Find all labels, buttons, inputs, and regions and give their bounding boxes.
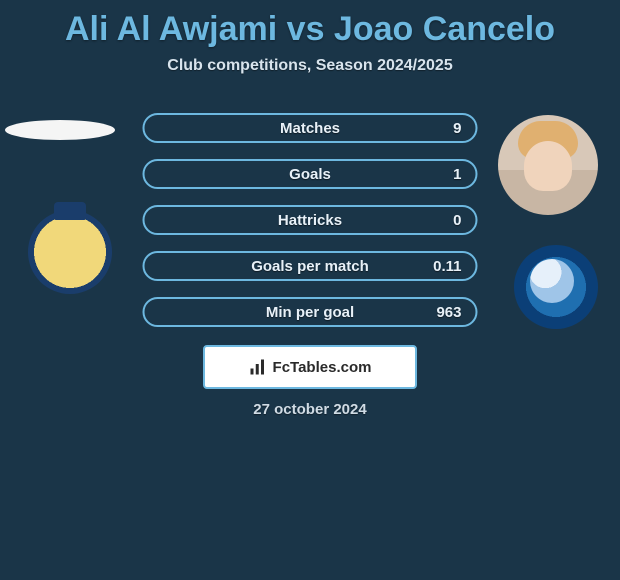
stat-row: Min per goal 963 — [143, 297, 478, 327]
stat-label: Matches — [280, 120, 340, 137]
brand-box: FcTables.com — [203, 345, 417, 389]
stat-value-right: 963 — [436, 304, 461, 321]
stat-value-right: 0.11 — [433, 258, 461, 275]
stat-row: Hattricks 0 — [143, 205, 478, 235]
club-badge-left — [28, 210, 112, 294]
stat-label: Goals per match — [251, 258, 369, 275]
page-title: Ali Al Awjami vs Joao Cancelo — [0, 0, 620, 49]
brand-label: FcTables.com — [273, 359, 372, 376]
stat-value-right: 9 — [453, 120, 461, 137]
stat-label: Goals — [289, 166, 331, 183]
stat-row: Goals 1 — [143, 159, 478, 189]
page-subtitle: Club competitions, Season 2024/2025 — [0, 57, 620, 75]
stat-row: Goals per match 0.11 — [143, 251, 478, 281]
stat-row: Matches 9 — [143, 113, 478, 143]
player-right-avatar — [498, 115, 598, 215]
stat-value-right: 0 — [453, 212, 461, 229]
club-badge-right — [514, 245, 598, 329]
stat-label: Hattricks — [278, 212, 342, 229]
stat-value-right: 1 — [453, 166, 461, 183]
player-left-avatar — [5, 120, 115, 140]
date-footer: 27 october 2024 — [0, 401, 620, 418]
stat-label: Min per goal — [266, 304, 354, 321]
bars-icon — [249, 358, 267, 376]
comparison-stage: Matches 9 Goals 1 Hattricks 0 Goals per match 0… — [0, 85, 620, 505]
